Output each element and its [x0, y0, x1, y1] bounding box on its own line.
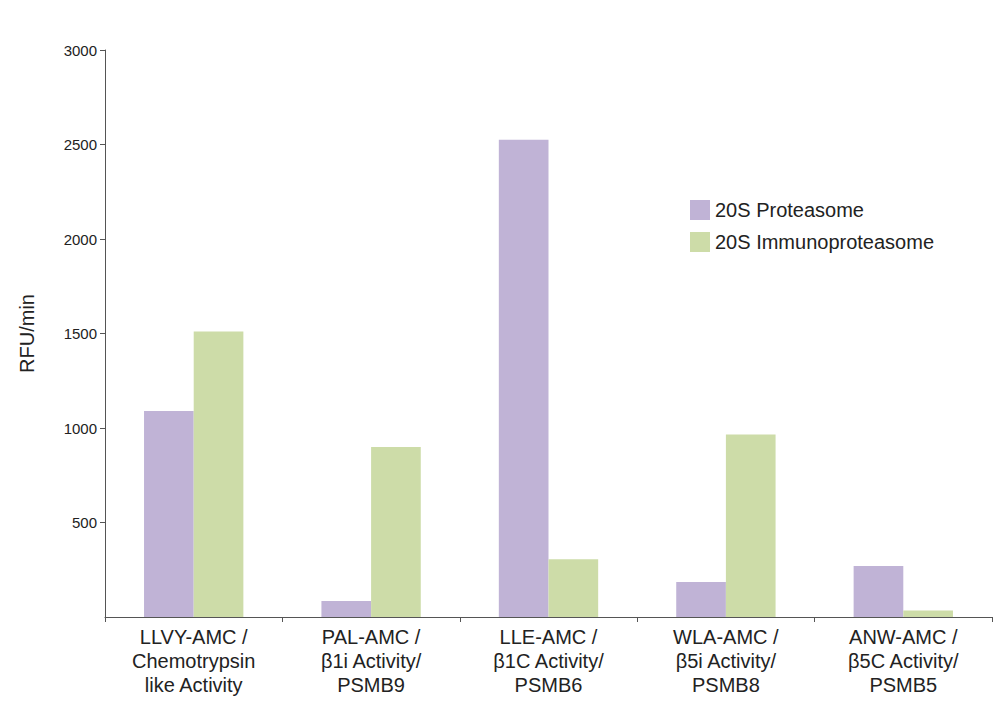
- svg-text:like Activity: like Activity: [145, 674, 243, 696]
- svg-text:PSMB8: PSMB8: [692, 674, 760, 696]
- svg-text:2500: 2500: [64, 136, 97, 153]
- svg-text:ANW-AMC /: ANW-AMC /: [849, 626, 958, 648]
- svg-text:PSMB9: PSMB9: [337, 674, 405, 696]
- svg-text:β5i Activity/: β5i Activity/: [676, 650, 777, 672]
- svg-text:β1i Activity/: β1i Activity/: [321, 650, 422, 672]
- svg-text:β1C Activity/: β1C Activity/: [493, 650, 604, 672]
- svg-text:2000: 2000: [64, 231, 97, 248]
- svg-text:LLVY-AMC /: LLVY-AMC /: [140, 626, 248, 648]
- svg-text:20S Proteasome: 20S Proteasome: [715, 199, 864, 221]
- svg-text:1500: 1500: [64, 325, 97, 342]
- svg-text:1000: 1000: [64, 420, 97, 437]
- svg-text:Chemotrypsin: Chemotrypsin: [132, 650, 255, 672]
- svg-text:3000: 3000: [64, 42, 97, 59]
- svg-text:PAL-AMC /: PAL-AMC /: [322, 626, 421, 648]
- svg-text:LLE-AMC /: LLE-AMC /: [500, 626, 598, 648]
- svg-text:β5C Activity/: β5C Activity/: [848, 650, 959, 672]
- svg-text:20S Immunoproteasome: 20S Immunoproteasome: [715, 231, 934, 253]
- svg-text:WLA-AMC /: WLA-AMC /: [673, 626, 779, 648]
- svg-text:RFU/min: RFU/min: [16, 294, 38, 373]
- svg-text:500: 500: [72, 514, 97, 531]
- svg-text:PSMB5: PSMB5: [869, 674, 937, 696]
- svg-text:PSMB6: PSMB6: [515, 674, 583, 696]
